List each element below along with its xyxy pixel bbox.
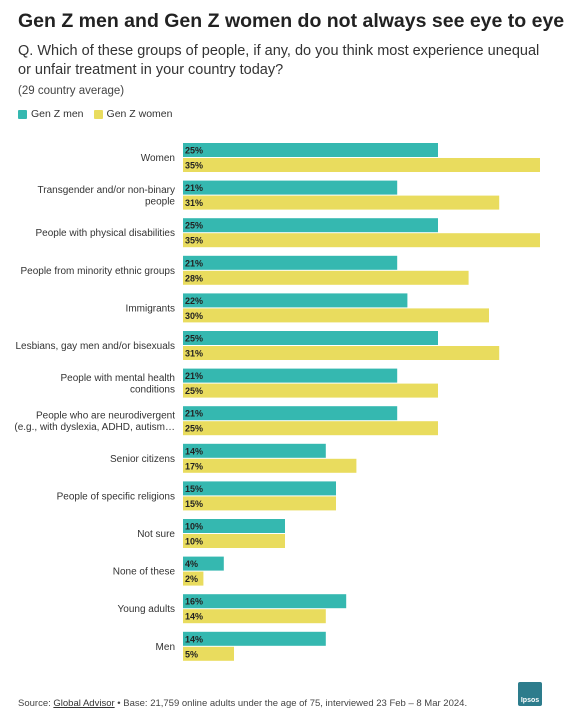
bar-gen-z-women[interactable]	[183, 383, 438, 398]
bar-gen-z-men[interactable]	[183, 293, 408, 308]
bar-value-label: 14%	[185, 634, 203, 644]
bar-value-label: 21%	[185, 183, 203, 193]
bar-value-label: 16%	[185, 597, 203, 607]
bar-gen-z-men[interactable]	[183, 594, 347, 609]
bar-gen-z-men[interactable]	[183, 443, 326, 458]
bar-gen-z-men[interactable]	[183, 368, 398, 383]
category-label: None of these	[113, 567, 176, 578]
bar-gen-z-women[interactable]	[183, 496, 336, 511]
category-label: Not sure	[137, 529, 175, 540]
legend-label-women: Gen Z women	[106, 108, 173, 120]
bar-value-label: 5%	[185, 649, 198, 659]
chart-note: (29 country average)	[18, 85, 125, 97]
bar-value-label: 15%	[185, 499, 203, 509]
bar-value-label: 25%	[185, 424, 203, 434]
bar-value-label: 14%	[185, 446, 203, 456]
bar-value-label: 30%	[185, 311, 203, 321]
bar-gen-z-women[interactable]	[183, 158, 540, 172]
bar-gen-z-men[interactable]	[183, 406, 398, 421]
bar-value-label: 14%	[185, 612, 203, 622]
category-label: People who are neurodivergent (e.g., with…	[14, 410, 175, 433]
bar-gen-z-men[interactable]	[183, 255, 398, 270]
bar-value-label: 21%	[185, 371, 203, 381]
bar-gen-z-women[interactable]	[183, 534, 285, 548]
category-label: Lesbians, gay men and/or bisexuals	[15, 341, 175, 352]
bar-gen-z-men[interactable]	[183, 331, 438, 345]
bar-gen-z-men[interactable]	[183, 631, 326, 646]
legend: Gen Z men Gen Z women	[18, 108, 172, 120]
category-label: Women	[141, 153, 175, 164]
bar-gen-z-men[interactable]	[183, 519, 285, 533]
bar-gen-z-women[interactable]	[183, 458, 357, 473]
footer-source: Source: Global Advisor • Base: 21,759 on…	[18, 698, 467, 709]
bar-gen-z-women[interactable]	[183, 346, 500, 360]
category-label: People from minority ethnic groups	[20, 266, 175, 277]
category-label: Transgender and/or non-binary people	[38, 185, 176, 208]
bar-gen-z-women[interactable]	[183, 421, 438, 436]
category-label: People with mental health conditions	[60, 373, 175, 396]
bar-gen-z-men[interactable]	[183, 481, 336, 496]
bar-chart: Women 25% 35% Transgender and/or non-binary…	[14, 143, 540, 661]
legend-item-women[interactable]: Gen Z women	[93, 108, 173, 120]
category-label: Immigrants	[126, 303, 175, 314]
category-label: People of specific religions	[57, 491, 175, 502]
bar-value-label: 25%	[185, 146, 203, 156]
bar-gen-z-men[interactable]	[183, 218, 438, 233]
ipsos-logo: Ipsos	[518, 682, 542, 706]
bar-gen-z-men[interactable]	[183, 180, 398, 195]
bar-gen-z-men[interactable]	[183, 556, 224, 571]
bar-value-label: 22%	[185, 296, 203, 306]
bar-value-label: 35%	[185, 161, 203, 171]
bar-value-label: 31%	[185, 198, 203, 208]
legend-item-men[interactable]: Gen Z men	[18, 108, 84, 120]
chart-subtitle: Q. Which of these groups of people, if a…	[18, 43, 540, 78]
bar-value-label: 4%	[185, 559, 198, 569]
source-details: • Base: 21,759 online adults under the a…	[114, 698, 468, 709]
bar-value-label: 21%	[185, 409, 203, 419]
category-label: People with physical disabilities	[35, 228, 175, 239]
bar-value-label: 31%	[185, 349, 203, 359]
bar-value-label: 10%	[185, 522, 203, 532]
bar-gen-z-women[interactable]	[183, 609, 326, 624]
chart-title: Gen Z men and Gen Z women do not always …	[18, 10, 565, 32]
source-prefix: Source:	[18, 698, 54, 709]
bar-value-label: 25%	[185, 386, 203, 396]
bar-value-label: 25%	[185, 334, 203, 344]
bar-value-label: 2%	[185, 574, 198, 584]
bar-value-label: 28%	[185, 273, 203, 283]
bar-gen-z-men[interactable]	[183, 143, 438, 157]
bar-value-label: 17%	[185, 461, 203, 471]
bar-value-label: 35%	[185, 236, 203, 246]
bar-value-label: 15%	[185, 484, 203, 494]
source-link[interactable]: Global Advisor	[53, 698, 115, 709]
legend-label-men: Gen Z men	[31, 108, 84, 120]
bar-gen-z-women[interactable]	[183, 270, 469, 285]
bar-gen-z-women[interactable]	[183, 195, 500, 210]
bar-value-label: 25%	[185, 221, 203, 231]
bar-gen-z-women[interactable]	[183, 308, 489, 323]
legend-swatch-men	[18, 109, 27, 119]
bar-gen-z-women[interactable]	[183, 646, 234, 661]
legend-swatch-women	[93, 109, 103, 119]
category-label: Senior citizens	[110, 454, 175, 465]
bar-value-label: 10%	[185, 537, 203, 547]
bar-gen-z-women[interactable]	[183, 571, 204, 586]
bar-gen-z-women[interactable]	[183, 233, 540, 248]
category-label: Men	[156, 642, 175, 653]
category-label: Young adults	[118, 604, 175, 615]
bar-value-label: 21%	[185, 258, 203, 268]
